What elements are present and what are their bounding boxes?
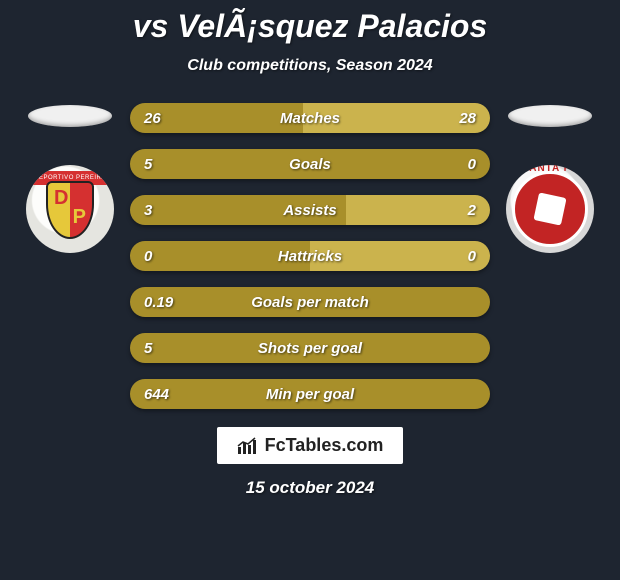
stat-left-value: 0 (144, 248, 152, 265)
stat-bar-content: 0.19 Goals per match (130, 287, 490, 317)
team-left-crest: DEPORTIVO PEREIRA (26, 165, 114, 253)
stat-right-value: 0 (468, 156, 476, 173)
team-left-shield (46, 181, 94, 239)
brand-badge: FcTables.com (217, 427, 404, 464)
stat-bar: 26 Matches 28 (130, 103, 490, 133)
stat-bars: 26 Matches 28 5 Goals 0 3 Assists 2 0 Hattricks 0 0.… (130, 103, 490, 409)
stat-left-value: 5 (144, 340, 152, 357)
stat-left-value: 5 (144, 156, 152, 173)
stat-label: Min per goal (266, 386, 354, 403)
footer: FcTables.com 15 october 2024 (0, 427, 620, 498)
brand-text: FcTables.com (265, 435, 384, 456)
stat-label: Assists (283, 202, 336, 219)
stat-bar-content: 0 Hattricks 0 (130, 241, 490, 271)
team-right-disc (512, 171, 588, 247)
stat-bar-content: 26 Matches 28 (130, 103, 490, 133)
brand-chart-icon (237, 437, 259, 455)
stat-right-value: 28 (459, 110, 476, 127)
stat-right-value: 2 (468, 202, 476, 219)
stat-left-value: 0.19 (144, 294, 173, 311)
stat-label: Matches (280, 110, 340, 127)
comparison-panel: DEPORTIVO PEREIRA 26 Matches 28 5 Goals 0 3 Ass… (0, 103, 620, 409)
stat-bar: 3 Assists 2 (130, 195, 490, 225)
stat-bar: 5 Shots per goal (130, 333, 490, 363)
stat-bar: 0 Hattricks 0 (130, 241, 490, 271)
stat-label: Goals (289, 156, 331, 173)
stat-bar: 644 Min per goal (130, 379, 490, 409)
date-text: 15 october 2024 (246, 478, 375, 498)
stat-left-value: 3 (144, 202, 152, 219)
stat-bar-content: 3 Assists 2 (130, 195, 490, 225)
stat-bar: 0.19 Goals per match (130, 287, 490, 317)
stat-bar-content: 5 Goals 0 (130, 149, 490, 179)
stat-label: Shots per goal (258, 340, 362, 357)
stat-left-value: 26 (144, 110, 161, 127)
page-title: vs VelÃ¡squez Palacios (0, 0, 620, 45)
subtitle: Club competitions, Season 2024 (0, 57, 620, 75)
team-right-crest: SANTA FE (506, 165, 594, 253)
team-left-column: DEPORTIVO PEREIRA (10, 103, 130, 409)
stat-left-value: 644 (144, 386, 169, 403)
stat-bar-content: 644 Min per goal (130, 379, 490, 409)
stat-bar: 5 Goals 0 (130, 149, 490, 179)
stat-bar-content: 5 Shots per goal (130, 333, 490, 363)
player-silhouette-right (508, 105, 592, 127)
stat-label: Hattricks (278, 248, 342, 265)
stat-label: Goals per match (251, 294, 369, 311)
team-right-column: SANTA FE (490, 103, 610, 409)
stat-right-value: 0 (468, 248, 476, 265)
player-silhouette-left (28, 105, 112, 127)
